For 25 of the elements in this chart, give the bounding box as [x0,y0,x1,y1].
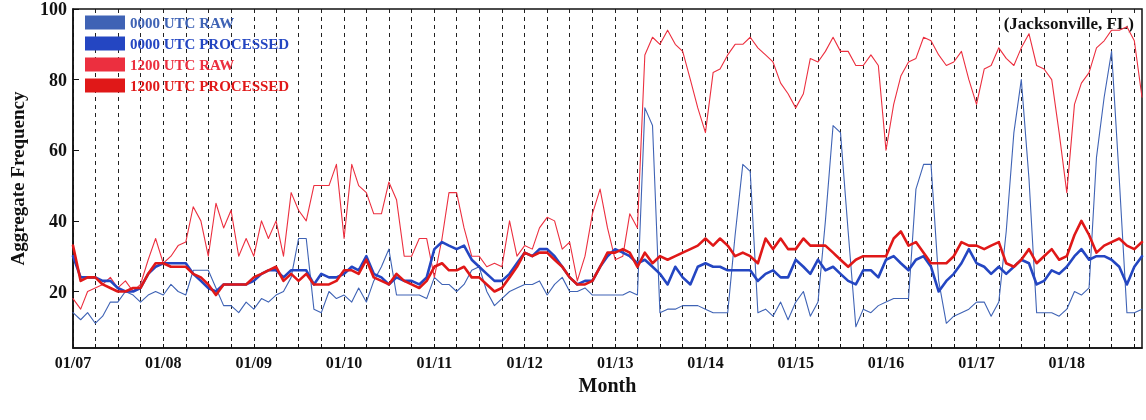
x-tick-label: 01/11 [416,353,453,371]
x-tick-label: 01/14 [687,353,724,371]
line-series [71,219,1144,297]
x-tick-label: 01/08 [145,353,182,371]
x-tick-label: 01/15 [777,353,814,371]
annotation: (Jacksonville, FL) [1003,14,1135,33]
x-tick-label: 01/12 [506,353,543,371]
x-tick-label: 01/18 [1048,353,1086,371]
y-tick-label: 100 [40,0,67,19]
x-tick-label: 01/16 [867,353,905,371]
legend-label: 0000 UTC RAW [130,14,235,31]
legend-label: 0000 UTC PROCESSED [130,35,290,52]
x-tick-label: 01/07 [54,353,92,371]
y-tick-label: 40 [49,210,67,231]
legend-label: 1200 UTC RAW [130,56,235,73]
x-tick-label: 01/17 [958,353,995,371]
y-tick-label: 60 [49,140,67,161]
x-axis-title: Month [578,373,637,396]
y-tick-label: 80 [49,69,67,90]
y-axis-title: Aggregate Frequency [7,91,28,266]
x-tick-label: 01/09 [235,353,273,371]
x-tick-label: 01/13 [596,353,634,371]
y-tick-label: 20 [49,281,67,302]
x-tick-label: 01/10 [325,353,363,371]
legend-label: 1200 UTC PROCESSED [130,77,290,94]
